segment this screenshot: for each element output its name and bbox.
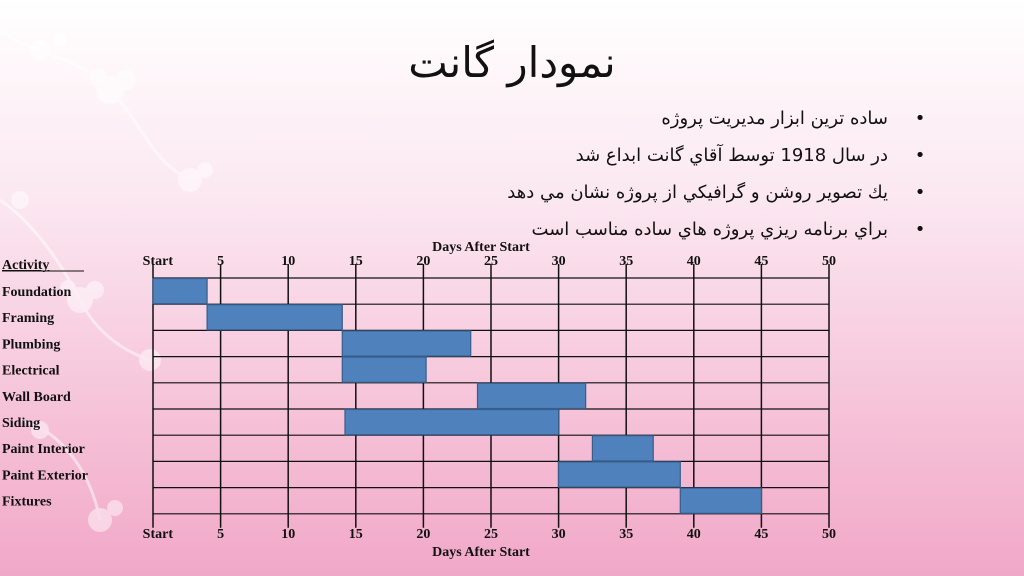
x-tick-label-bottom: 50: [822, 527, 836, 542]
gantt-bar: [152, 277, 208, 305]
x-tick-label-top: 20: [416, 254, 430, 269]
gantt-bar: [679, 487, 763, 514]
x-axis-title-top: Days After Start: [432, 240, 530, 255]
x-tick-label-top: 50: [822, 254, 836, 269]
activity-label: Fixtures: [2, 495, 52, 510]
bullet-dot-icon: •: [914, 182, 926, 203]
gantt-bar: [476, 382, 587, 410]
bullet-list: • ساده ترين ابزار مديريت پروژه • در سال 19…: [288, 100, 928, 248]
x-tick-label-bottom: Start: [143, 527, 174, 542]
gantt-bar: [206, 304, 343, 331]
bullet-dot-icon: •: [914, 108, 926, 129]
activity-label: Wall Board: [2, 390, 71, 405]
slide-title: نمودار گانت: [408, 38, 616, 87]
x-tick-label-bottom: 45: [754, 527, 768, 542]
bullet-item: • در سال 1918 توسط آقاي گانت ابداع شد: [288, 137, 928, 174]
x-tick-label-bottom: 35: [619, 527, 633, 542]
gantt-bar: [591, 435, 654, 462]
bullet-text: يك تصوير روشن و گرافيكي از پروژه نشان مي…: [507, 182, 888, 203]
x-tick-label-top: 45: [754, 254, 768, 269]
x-tick-label-bottom: 40: [687, 527, 701, 542]
activity-label: Siding: [2, 416, 40, 431]
x-tick-label-bottom: 10: [281, 527, 295, 542]
cherry-blossom-decoration: [0, 28, 213, 532]
activity-label: Electrical: [2, 364, 60, 379]
x-tick-label-top: 5: [217, 254, 224, 269]
x-tick-label-bottom: 30: [552, 527, 566, 542]
x-tick-label-bottom: 25: [484, 527, 498, 542]
gantt-bar: [341, 356, 427, 383]
bullet-item: • براي برنامه ريزي پروژه هاي ساده مناسب ا…: [288, 211, 928, 248]
activity-label: Plumbing: [2, 337, 60, 352]
x-tick-label-bottom: 20: [416, 527, 430, 542]
gantt-bar: [344, 408, 560, 436]
bullet-dot-icon: •: [914, 145, 926, 166]
activity-label: Paint Interior: [2, 442, 85, 457]
x-tick-label-top: 15: [349, 254, 363, 269]
x-tick-label-top: 25: [484, 254, 498, 269]
gantt-bar: [557, 461, 681, 488]
bullet-item: • ساده ترين ابزار مديريت پروژه: [288, 100, 928, 137]
x-tick-label-bottom: 15: [349, 527, 363, 542]
activity-label: Paint Exterior: [2, 468, 88, 483]
gantt-chart: Foundation Framing Plumbing Electrical Wall …: [2, 240, 836, 560]
gantt-bar: [341, 330, 472, 357]
x-tick-label-top: 30: [552, 254, 566, 269]
x-tick-label-top: 40: [687, 254, 701, 269]
x-tick-label-top: Start: [143, 254, 174, 269]
bullet-text: ساده ترين ابزار مديريت پروژه: [661, 108, 888, 129]
bullet-dot-icon: •: [914, 219, 926, 240]
activity-label: Framing: [2, 311, 54, 326]
activity-header: Activity: [2, 258, 49, 273]
bullet-item: • يك تصوير روشن و گرافيكي از پروژه نشان م…: [288, 174, 928, 211]
x-tick-label-top: 10: [281, 254, 295, 269]
x-axis-title-bottom: Days After Start: [432, 545, 530, 560]
bullet-text: براي برنامه ريزي پروژه هاي ساده مناسب اس…: [531, 219, 888, 240]
x-tick-label-top: 35: [619, 254, 633, 269]
activity-label: Foundation: [2, 285, 71, 300]
bullet-text: در سال 1918 توسط آقاي گانت ابداع شد: [575, 145, 888, 166]
x-tick-label-bottom: 5: [217, 527, 224, 542]
